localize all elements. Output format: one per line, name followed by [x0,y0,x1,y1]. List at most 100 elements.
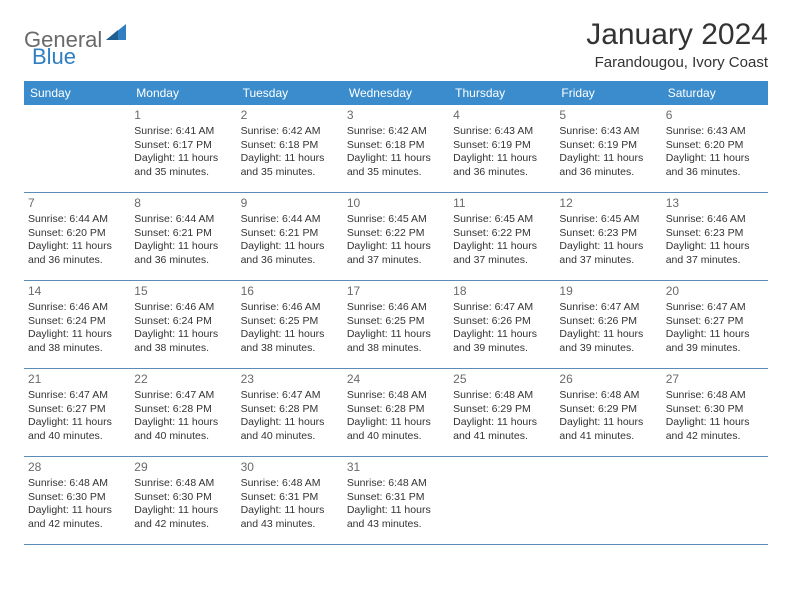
cell-line: Daylight: 11 hours and 40 minutes. [28,416,126,443]
calendar-cell: 4Sunrise: 6:43 AMSunset: 6:19 PMDaylight… [449,105,555,193]
cell-line: Sunset: 6:21 PM [241,227,339,240]
cell-line: Daylight: 11 hours and 37 minutes. [666,240,764,267]
cell-line: Daylight: 11 hours and 43 minutes. [347,504,445,531]
calendar-cell: 26 Sunrise: 6:48 AMSunset: 6:29 PMDayligh… [555,369,661,457]
cell-line: Daylight: 11 hours and 39 minutes. [559,328,657,355]
day-header: Tuesday [237,81,343,105]
cell-line: Sunrise: 6:48 AM [134,477,232,490]
day-number: 30 [241,460,339,475]
calendar-cell: 9Sunrise: 6:44 AMSunset: 6:21 PMDaylight… [237,193,343,281]
cell-lines: Sunrise: 6:44 AMSunset: 6:21 PMDaylight:… [241,213,339,267]
cell-line: Sunset: 6:29 PM [453,403,551,416]
cell-lines: Sunrise: 6:48 AMSunset: 6:30 PMDaylight:… [28,477,126,531]
cell-line: Daylight: 11 hours and 42 minutes. [28,504,126,531]
calendar-cell: 14Sunrise: 6:46 AMSunset: 6:24 PMDayligh… [24,281,130,369]
cell-line: Sunset: 6:20 PM [666,139,764,152]
cell-line: Daylight: 11 hours and 38 minutes. [28,328,126,355]
cell-line: Sunrise: 6:46 AM [28,301,126,314]
calendar-grid: SundayMondayTuesdayWednesdayThursdayFrid… [24,81,768,545]
cell-line: Daylight: 11 hours and 39 minutes. [666,328,764,355]
calendar-cell: 13Sunrise: 6:46 AMSunset: 6:23 PMDayligh… [662,193,768,281]
cell-lines: Sunrise: 6:46 AMSunset: 6:24 PMDaylight:… [28,301,126,355]
day-number: 26 [559,372,657,387]
cell-lines: Sunrise: 6:47 AMSunset: 6:28 PMDaylight:… [134,389,232,443]
cell-line: Daylight: 11 hours and 35 minutes. [347,152,445,179]
day-number: 11 [453,196,551,211]
calendar-cell: 25 Sunrise: 6:48 AMSunset: 6:29 PMDayligh… [449,369,555,457]
cell-line: Sunset: 6:31 PM [347,491,445,504]
cell-line: Daylight: 11 hours and 37 minutes. [453,240,551,267]
cell-line: Sunrise: 6:47 AM [559,301,657,314]
day-number: 15 [134,284,232,299]
cell-line: Daylight: 11 hours and 43 minutes. [241,504,339,531]
day-number: 22 [134,372,232,387]
cell-line: Sunset: 6:27 PM [28,403,126,416]
cell-lines: Sunrise: 6:47 AMSunset: 6:26 PMDaylight:… [453,301,551,355]
calendar-cell: 31Sunrise: 6:48 AMSunset: 6:31 PMDayligh… [343,457,449,545]
calendar-cell [662,457,768,545]
cell-lines: Sunrise: 6:45 AMSunset: 6:22 PMDaylight:… [453,213,551,267]
brand-triangle-icon [106,24,126,45]
cell-line: Daylight: 11 hours and 40 minutes. [241,416,339,443]
calendar-cell: 3Sunrise: 6:42 AMSunset: 6:18 PMDaylight… [343,105,449,193]
day-number: 1 [134,108,232,123]
day-number: 23 [241,372,339,387]
cell-line: Daylight: 11 hours and 40 minutes. [347,416,445,443]
cell-line: Sunrise: 6:47 AM [241,389,339,402]
cell-line: Daylight: 11 hours and 38 minutes. [134,328,232,355]
cell-lines: Sunrise: 6:48 AMSunset: 6:29 PMDaylight:… [453,389,551,443]
calendar-cell: 21Sunrise: 6:47 AMSunset: 6:27 PMDayligh… [24,369,130,457]
cell-line: Sunrise: 6:47 AM [453,301,551,314]
header: General January 2024 Farandougou, Ivory … [24,18,768,71]
cell-line: Sunset: 6:30 PM [666,403,764,416]
cell-lines: Sunrise: 6:48 AMSunset: 6:31 PMDaylight:… [347,477,445,531]
cell-line: Daylight: 11 hours and 35 minutes. [241,152,339,179]
cell-line: Sunset: 6:20 PM [28,227,126,240]
cell-lines: Sunrise: 6:46 AMSunset: 6:25 PMDaylight:… [347,301,445,355]
cell-lines: Sunrise: 6:46 AMSunset: 6:24 PMDaylight:… [134,301,232,355]
day-number: 24 [347,372,445,387]
calendar-cell: 24 Sunrise: 6:48 AMSunset: 6:28 PMDayligh… [343,369,449,457]
cell-line: Sunset: 6:25 PM [241,315,339,328]
cell-line: Sunset: 6:24 PM [134,315,232,328]
cell-line: Daylight: 11 hours and 37 minutes. [559,240,657,267]
cell-line: Sunrise: 6:43 AM [453,125,551,138]
day-number: 25 [453,372,551,387]
day-number: 7 [28,196,126,211]
cell-line: Daylight: 11 hours and 41 minutes. [559,416,657,443]
cell-lines: Sunrise: 6:48 AMSunset: 6:28 PMDaylight:… [347,389,445,443]
cell-lines: Sunrise: 6:48 AMSunset: 6:29 PMDaylight:… [559,389,657,443]
cell-lines: Sunrise: 6:41 AMSunset: 6:17 PMDaylight:… [134,125,232,179]
calendar-cell: 19Sunrise: 6:47 AMSunset: 6:26 PMDayligh… [555,281,661,369]
cell-lines: Sunrise: 6:47 AMSunset: 6:27 PMDaylight:… [666,301,764,355]
day-number: 3 [347,108,445,123]
calendar-cell [24,105,130,193]
cell-line: Sunset: 6:29 PM [559,403,657,416]
cell-line: Daylight: 11 hours and 35 minutes. [134,152,232,179]
calendar-cell: 20Sunrise: 6:47 AMSunset: 6:27 PMDayligh… [662,281,768,369]
cell-line: Daylight: 11 hours and 40 minutes. [134,416,232,443]
cell-line: Sunset: 6:19 PM [559,139,657,152]
cell-line: Sunset: 6:27 PM [666,315,764,328]
cell-line: Sunset: 6:19 PM [453,139,551,152]
cell-lines: Sunrise: 6:44 AMSunset: 6:20 PMDaylight:… [28,213,126,267]
day-number: 29 [134,460,232,475]
cell-line: Sunrise: 6:47 AM [28,389,126,402]
cell-line: Sunrise: 6:43 AM [559,125,657,138]
page-subtitle: Farandougou, Ivory Coast [586,54,768,71]
brand-word2: Blue [32,44,76,69]
cell-line: Sunrise: 6:48 AM [453,389,551,402]
calendar-cell: 10Sunrise: 6:45 AMSunset: 6:22 PMDayligh… [343,193,449,281]
calendar-cell: 27Sunrise: 6:48 AMSunset: 6:30 PMDayligh… [662,369,768,457]
calendar-cell: 12Sunrise: 6:45 AMSunset: 6:23 PMDayligh… [555,193,661,281]
day-number: 16 [241,284,339,299]
cell-line: Sunrise: 6:44 AM [241,213,339,226]
cell-line: Sunrise: 6:46 AM [134,301,232,314]
cell-line: Sunset: 6:28 PM [347,403,445,416]
cell-lines: Sunrise: 6:48 AMSunset: 6:31 PMDaylight:… [241,477,339,531]
cell-lines: Sunrise: 6:46 AMSunset: 6:23 PMDaylight:… [666,213,764,267]
calendar-cell: 29 Sunrise: 6:48 AMSunset: 6:30 PMDayligh… [130,457,236,545]
day-number: 18 [453,284,551,299]
cell-lines: Sunrise: 6:45 AMSunset: 6:23 PMDaylight:… [559,213,657,267]
cell-lines: Sunrise: 6:48 AMSunset: 6:30 PMDaylight:… [134,477,232,531]
